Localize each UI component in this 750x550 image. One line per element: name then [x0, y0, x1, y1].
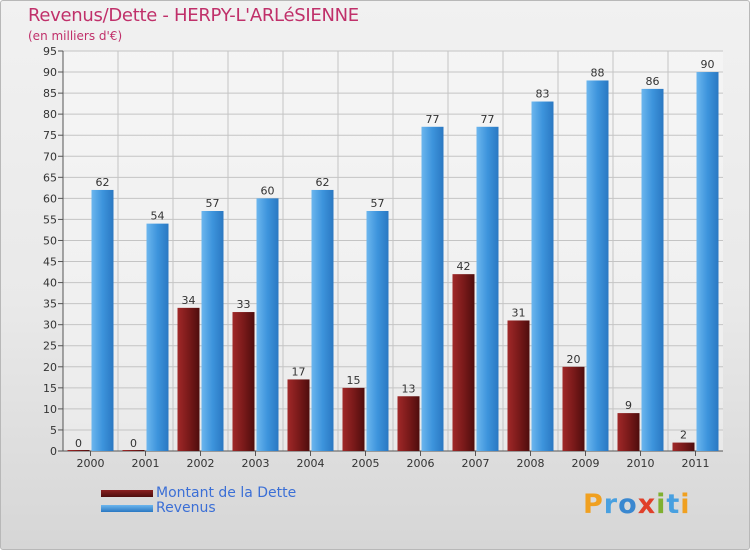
- value-label-debt-2008: 31: [512, 306, 526, 319]
- bar-debt-2004: [287, 379, 310, 451]
- value-label-revenus-2005: 57: [371, 197, 385, 210]
- x-tick-label-2005: 2005: [352, 457, 380, 470]
- value-label-revenus-2004: 62: [316, 176, 330, 189]
- logo-letter: i: [656, 489, 667, 520]
- chart-title: Revenus/Dette - HERPY-L'ARLéSIENNE: [28, 5, 359, 26]
- legend-swatch-revenus: [101, 505, 153, 512]
- y-tick-label-25: 25: [43, 340, 57, 353]
- value-label-revenus-2010: 86: [646, 75, 660, 88]
- bar-revenus-2008: [531, 101, 554, 452]
- y-tick-label-65: 65: [43, 171, 57, 184]
- bar-debt-2009: [562, 366, 585, 451]
- legend-label-debt: Montant de la Dette: [156, 485, 297, 501]
- y-tick-label-20: 20: [43, 361, 57, 374]
- x-tick-label-2006: 2006: [407, 457, 435, 470]
- value-label-debt-2000: 0: [75, 437, 82, 450]
- value-label-revenus-2002: 57: [206, 197, 220, 210]
- value-label-revenus-2003: 60: [261, 184, 275, 197]
- logo-letter: r: [603, 489, 619, 520]
- x-tick-label-2003: 2003: [242, 457, 270, 470]
- value-label-revenus-2008: 83: [536, 88, 550, 101]
- x-tick-label-2010: 2010: [627, 457, 655, 470]
- x-tick-label-2004: 2004: [297, 457, 325, 470]
- x-tick-label-2011: 2011: [682, 457, 710, 470]
- x-tick-label-2007: 2007: [462, 457, 490, 470]
- y-tick-label-70: 70: [43, 150, 57, 163]
- bar-revenus-2011: [696, 72, 719, 451]
- bar-debt-2010: [617, 413, 640, 451]
- x-tick-label-2002: 2002: [187, 457, 215, 470]
- value-label-revenus-2009: 88: [591, 66, 605, 79]
- value-label-debt-2001: 0: [130, 437, 137, 450]
- legend-label-revenus: Revenus: [156, 500, 216, 516]
- y-tick-label-10: 10: [43, 403, 57, 416]
- bar-debt-2007: [452, 274, 475, 451]
- bar-debt-2011: [672, 442, 695, 451]
- bar-debt-2006: [397, 396, 420, 451]
- bar-debt-2003: [232, 312, 255, 451]
- y-tick-label-40: 40: [43, 277, 57, 290]
- y-tick-label-0: 0: [50, 445, 57, 458]
- bar-revenus-2002: [201, 211, 224, 451]
- y-tick-label-50: 50: [43, 234, 57, 247]
- value-label-debt-2009: 20: [567, 353, 581, 366]
- bar-revenus-2006: [421, 126, 444, 451]
- value-label-debt-2006: 13: [402, 382, 416, 395]
- logo-letter: P: [583, 489, 604, 520]
- value-label-debt-2010: 9: [625, 399, 632, 412]
- value-label-revenus-2000: 62: [96, 176, 110, 189]
- bar-debt-2005: [342, 387, 365, 451]
- bar-revenus-2001: [146, 223, 169, 451]
- logo-letter: o: [618, 489, 638, 520]
- value-label-debt-2004: 17: [292, 365, 306, 378]
- bar-revenus-2003: [256, 198, 279, 451]
- logo-letter: x: [637, 489, 657, 520]
- y-tick-label-15: 15: [43, 382, 57, 395]
- value-label-revenus-2007: 77: [481, 113, 495, 126]
- y-tick-label-60: 60: [43, 192, 57, 205]
- value-label-revenus-2006: 77: [426, 113, 440, 126]
- y-tick-label-55: 55: [43, 213, 57, 226]
- legend-swatch-debt: [101, 490, 153, 497]
- y-tick-label-30: 30: [43, 319, 57, 332]
- y-tick-label-35: 35: [43, 298, 57, 311]
- value-label-revenus-2011: 90: [701, 58, 715, 71]
- bar-revenus-2004: [311, 189, 334, 451]
- bar-revenus-2005: [366, 211, 389, 451]
- y-tick-label-5: 5: [50, 424, 57, 437]
- x-tick-label-2001: 2001: [132, 457, 160, 470]
- value-label-debt-2007: 42: [457, 260, 471, 273]
- bar-revenus-2000: [91, 189, 114, 451]
- bar-revenus-2007: [476, 126, 499, 451]
- x-tick-label-2008: 2008: [517, 457, 545, 470]
- proxiti-logo: Proxiti: [583, 489, 691, 520]
- y-tick-label-75: 75: [43, 129, 57, 142]
- value-label-revenus-2001: 54: [151, 210, 165, 223]
- bar-debt-2000: [67, 450, 90, 451]
- y-tick-label-90: 90: [43, 66, 57, 79]
- x-tick-label-2000: 2000: [77, 457, 105, 470]
- value-label-debt-2005: 15: [347, 374, 361, 387]
- chart-subtitle: (en milliers d'€): [28, 29, 123, 43]
- bar-revenus-2009: [586, 80, 609, 451]
- bar-debt-2001: [122, 450, 145, 451]
- value-label-debt-2002: 34: [182, 294, 196, 307]
- bar-revenus-2010: [641, 88, 664, 451]
- value-label-debt-2011: 2: [680, 429, 687, 442]
- bar-debt-2008: [507, 320, 530, 451]
- value-label-debt-2003: 33: [237, 298, 251, 311]
- logo-letter: i: [680, 489, 691, 520]
- logo-letter: t: [666, 489, 681, 520]
- x-tick-label-2009: 2009: [572, 457, 600, 470]
- y-tick-label-45: 45: [43, 256, 57, 269]
- bar-debt-2002: [177, 307, 200, 451]
- y-tick-label-95: 95: [43, 45, 57, 58]
- y-tick-label-85: 85: [43, 87, 57, 100]
- y-tick-label-80: 80: [43, 108, 57, 121]
